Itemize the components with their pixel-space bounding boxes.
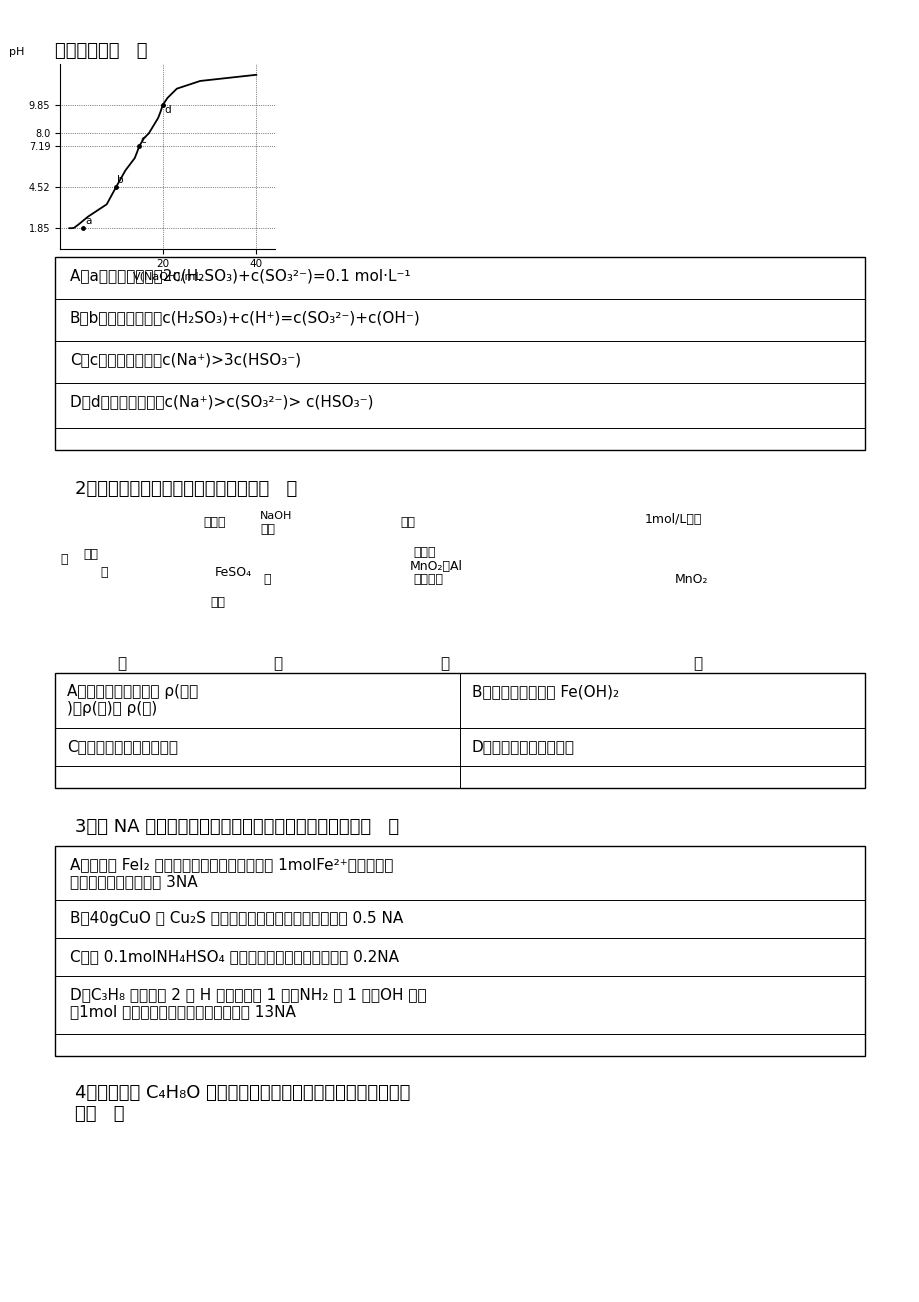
Text: 稀硫酸: 稀硫酸 (203, 516, 225, 529)
Text: C．c点所得溶液中：c(Na⁺)>3c(HSO₃⁻): C．c点所得溶液中：c(Na⁺)>3c(HSO₃⁻) (70, 352, 301, 367)
Text: 镁条: 镁条 (400, 516, 414, 529)
Text: d: d (165, 104, 171, 115)
Bar (55, 846, 864, 1056)
Text: NaOH: NaOH (260, 510, 292, 521)
Text: 氯酸钾: 氯酸钾 (413, 546, 435, 559)
Text: MnO₂: MnO₂ (675, 573, 708, 586)
Text: 不正确的是（   ）: 不正确的是（ ） (55, 42, 147, 60)
Text: B．b点所得溶液中：c(H₂SO₃)+c(H⁺)=c(SO₃²⁻)+c(OH⁻): B．b点所得溶液中：c(H₂SO₃)+c(H⁺)=c(SO₃²⁻)+c(OH⁻) (70, 310, 420, 326)
Text: C．含 0.1molNH₄HSO₄ 的溶液中，阳离子数目略小于 0.2NA: C．含 0.1molNH₄HSO₄ 的溶液中，阳离子数目略小于 0.2NA (70, 949, 399, 963)
Text: MnO₂和Al: MnO₂和Al (410, 560, 462, 573)
Text: D．C₃H₈ 分子中的 2 个 H 原子分别被 1 个－NH₂ 和 1 个－OH 取代
，1mol 此有机物所含共用电子对数目为 13NA: D．C₃H₈ 分子中的 2 个 H 原子分别被 1 个－NH₂ 和 1 个－OH… (70, 987, 426, 1019)
Text: 丁: 丁 (692, 656, 701, 671)
Text: D．用丁图装置制取氯气: D．用丁图装置制取氯气 (471, 740, 574, 754)
Text: A．a点所得溶液中：2c(H₂SO₃)+c(SO₃²⁻)=0.1 mol·L⁻¹: A．a点所得溶液中：2c(H₂SO₃)+c(SO₃²⁻)=0.1 mol·L⁻¹ (70, 268, 410, 283)
Text: c: c (141, 135, 146, 145)
Text: FeSO₄: FeSO₄ (215, 566, 252, 579)
Text: A．向含有 FeI₂ 的溶液中通入适量氯气，当有 1molFe²⁺被氧化时，
该反应转移电子数目为 3NA: A．向含有 FeI₂ 的溶液中通入适量氯气，当有 1molFe²⁺被氧化时， 该… (70, 857, 393, 889)
Y-axis label: pH: pH (9, 47, 25, 56)
Text: C．用丙图装置制取金属閔: C．用丙图装置制取金属閔 (67, 740, 177, 754)
Text: 2、用下列装置不能达到实验目的的是（   ）: 2、用下列装置不能达到实验目的的是（ ） (75, 480, 297, 497)
Text: 水: 水 (263, 573, 270, 586)
Text: 4、分子式为 C₄H₈O 的三元环同分异戶体共有（不考虑立体异构
）（   ）: 4、分子式为 C₄H₈O 的三元环同分异戶体共有（不考虑立体异构 ）（ ） (75, 1085, 410, 1122)
Bar (55, 673, 864, 788)
Text: 钠: 钠 (60, 553, 67, 566)
Text: D．d点所得溶液中：c(Na⁺)>c(SO₃²⁻)> c(HSO₃⁻): D．d点所得溶液中：c(Na⁺)>c(SO₃²⁻)> c(HSO₃⁻) (70, 395, 373, 409)
Text: 水: 水 (100, 566, 108, 579)
Text: 溶液: 溶液 (260, 523, 275, 536)
Text: 1mol/L盐酸: 1mol/L盐酸 (644, 513, 701, 526)
Text: a: a (85, 216, 92, 227)
Text: 煤油: 煤油 (83, 548, 98, 561)
Text: A．用甲图装置可证明 ρ(煎油
)＜ρ(钓)＜ ρ(水): A．用甲图装置可证明 ρ(煎油 )＜ρ(钓)＜ ρ(水) (67, 684, 198, 716)
Text: 粉混合物: 粉混合物 (413, 573, 443, 586)
Bar (55, 256, 864, 450)
X-axis label: V(NaOH)/mL: V(NaOH)/mL (132, 272, 202, 281)
Text: B．用乙图装置制备 Fe(OH)₂: B．用乙图装置制备 Fe(OH)₂ (471, 684, 618, 699)
Text: 乙: 乙 (273, 656, 282, 671)
Text: b: b (118, 176, 124, 185)
Text: 铁粉: 铁粉 (210, 596, 225, 609)
Text: 甲: 甲 (117, 656, 126, 671)
Text: B．40gCuO 和 Cu₂S 混合物中所含锄原子的数目不等于 0.5 NA: B．40gCuO 和 Cu₂S 混合物中所含锄原子的数目不等于 0.5 NA (70, 911, 403, 926)
Text: 3、设 NA 表示阿伏伽德罗常数的値。下列说法正确的是（   ）: 3、设 NA 表示阿伏伽德罗常数的値。下列说法正确的是（ ） (75, 818, 399, 836)
Text: 丙: 丙 (439, 656, 448, 671)
